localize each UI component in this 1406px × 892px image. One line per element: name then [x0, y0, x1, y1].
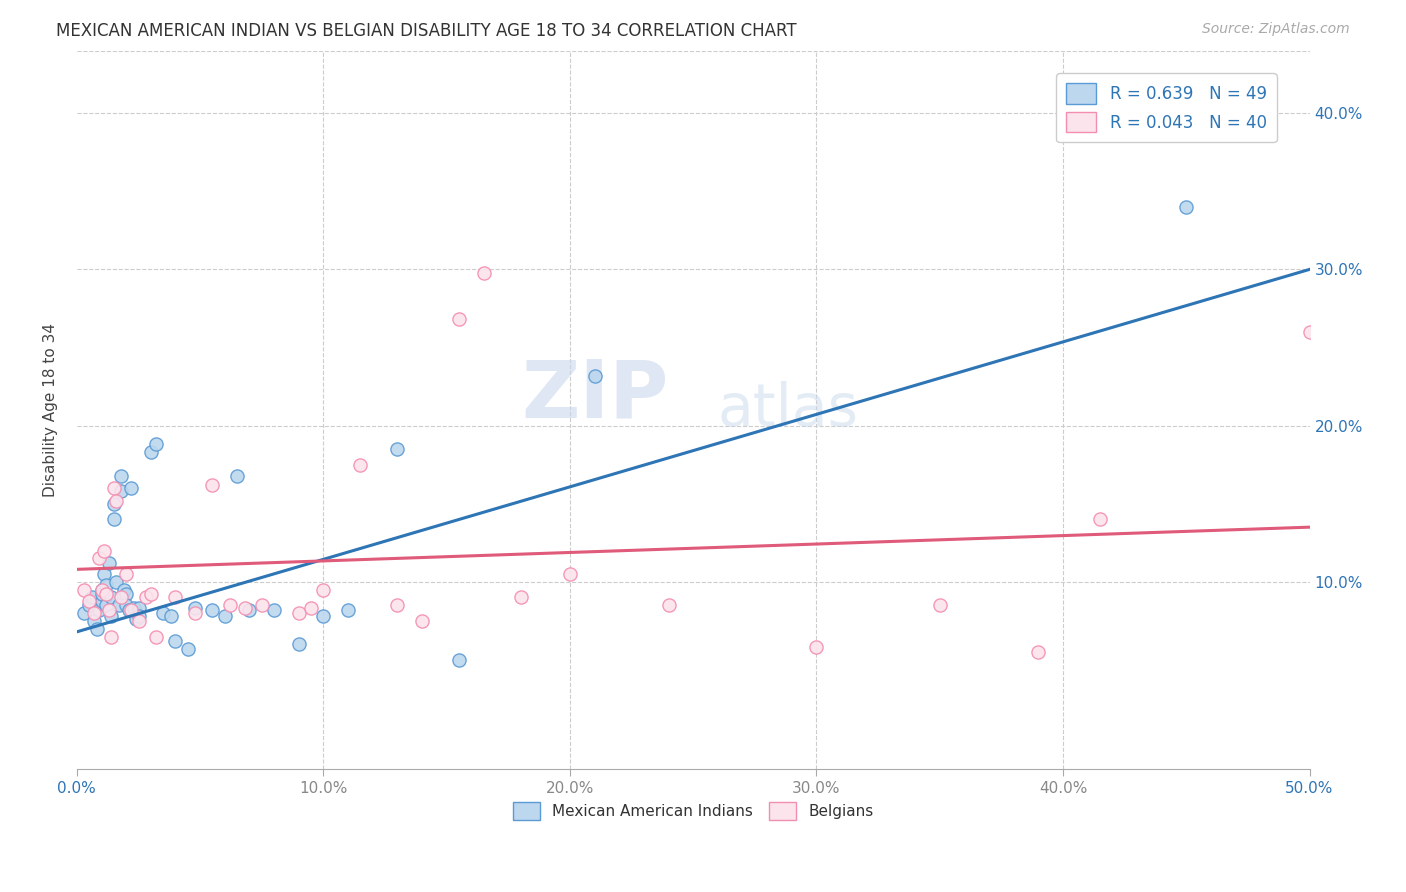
Point	[1088, 512, 1111, 526]
Point	[96, 599, 118, 613]
Point	[100, 630, 122, 644]
Point	[103, 481, 125, 495]
Point	[250, 599, 273, 613]
Point	[100, 591, 122, 605]
Point	[214, 609, 236, 624]
Point	[201, 603, 224, 617]
Point	[145, 437, 167, 451]
Point	[184, 601, 207, 615]
Point	[97, 603, 120, 617]
Point	[112, 582, 135, 597]
Point	[349, 458, 371, 472]
Point	[139, 445, 162, 459]
Point	[139, 587, 162, 601]
Point	[928, 599, 950, 613]
Text: MEXICAN AMERICAN INDIAN VS BELGIAN DISABILITY AGE 18 TO 34 CORRELATION CHART: MEXICAN AMERICAN INDIAN VS BELGIAN DISAB…	[56, 22, 797, 40]
Point	[558, 567, 581, 582]
Point	[337, 603, 360, 617]
Point	[90, 582, 112, 597]
Point	[77, 599, 100, 613]
Point	[287, 637, 309, 651]
Point	[447, 312, 470, 326]
Point	[80, 591, 103, 605]
Point	[83, 606, 105, 620]
Point	[87, 603, 110, 617]
Point	[128, 609, 150, 624]
Point	[165, 634, 187, 648]
Point	[1175, 200, 1198, 214]
Point	[105, 493, 128, 508]
Point	[117, 603, 139, 617]
Point	[115, 567, 138, 582]
Point	[90, 587, 112, 601]
Point	[83, 614, 105, 628]
Point	[110, 468, 132, 483]
Point	[184, 606, 207, 620]
Point	[96, 587, 118, 601]
Point	[312, 609, 335, 624]
Point	[472, 266, 495, 280]
Point	[105, 574, 128, 589]
Point	[287, 606, 309, 620]
Point	[120, 481, 142, 495]
Point	[110, 484, 132, 499]
Point	[97, 556, 120, 570]
Text: Source: ZipAtlas.com: Source: ZipAtlas.com	[1202, 22, 1350, 37]
Point	[1298, 325, 1320, 339]
Point	[165, 591, 187, 605]
Point	[299, 601, 322, 615]
Text: ZIP: ZIP	[522, 357, 668, 434]
Point	[135, 591, 157, 605]
Point	[233, 601, 256, 615]
Point	[218, 599, 240, 613]
Y-axis label: Disability Age 18 to 34: Disability Age 18 to 34	[44, 323, 58, 497]
Point	[103, 512, 125, 526]
Point	[238, 603, 260, 617]
Point	[387, 599, 409, 613]
Point	[107, 599, 129, 613]
Point	[110, 591, 132, 605]
Legend: Mexican American Indians, Belgians: Mexican American Indians, Belgians	[506, 796, 880, 826]
Point	[73, 582, 96, 597]
Point	[115, 599, 138, 613]
Point	[1028, 645, 1050, 659]
Point	[122, 601, 145, 615]
Point	[90, 593, 112, 607]
Point	[128, 614, 150, 628]
Point	[93, 543, 115, 558]
Point	[159, 609, 181, 624]
Text: atlas: atlas	[718, 382, 859, 439]
Point	[226, 468, 249, 483]
Point	[201, 478, 224, 492]
Point	[90, 582, 112, 597]
Point	[411, 614, 433, 628]
Point	[77, 593, 100, 607]
Point	[100, 609, 122, 624]
Point	[152, 606, 174, 620]
Point	[583, 368, 606, 383]
Point	[312, 582, 335, 597]
Point	[806, 640, 828, 655]
Point	[120, 603, 142, 617]
Point	[125, 612, 148, 626]
Point	[96, 578, 118, 592]
Point	[103, 497, 125, 511]
Point	[73, 606, 96, 620]
Point	[86, 622, 108, 636]
Point	[93, 567, 115, 582]
Point	[145, 630, 167, 644]
Point	[177, 642, 200, 657]
Point	[115, 587, 138, 601]
Point	[447, 653, 470, 667]
Point	[263, 603, 285, 617]
Point	[657, 599, 679, 613]
Point	[387, 442, 409, 456]
Point	[509, 591, 531, 605]
Point	[128, 601, 150, 615]
Point	[87, 551, 110, 566]
